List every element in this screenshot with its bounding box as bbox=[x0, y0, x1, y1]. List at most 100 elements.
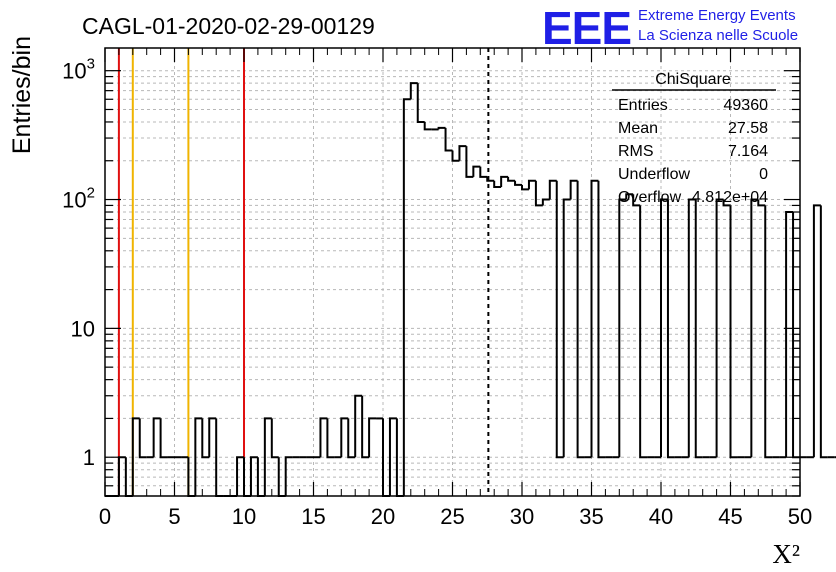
histogram-bin bbox=[388, 417, 397, 496]
histogram-bin bbox=[521, 184, 529, 191]
run-title: CAGL-01-2020-02-29-00129 bbox=[82, 13, 375, 39]
x-tick-label: 10 bbox=[232, 504, 256, 529]
x-tick-label: 20 bbox=[371, 504, 395, 529]
histogram-bin bbox=[750, 198, 759, 458]
histogram-bin bbox=[138, 418, 147, 459]
histogram-bin bbox=[819, 205, 828, 459]
histogram-bin bbox=[590, 179, 599, 458]
histogram-bin bbox=[249, 456, 258, 496]
histogram-bin bbox=[368, 417, 377, 458]
histogram-bin bbox=[715, 198, 724, 458]
x-tick-label: 15 bbox=[301, 504, 325, 529]
histogram-bin bbox=[486, 176, 495, 182]
stats-value: 27.58 bbox=[728, 120, 768, 137]
histogram-bin bbox=[416, 83, 425, 123]
histogram-bin bbox=[632, 194, 641, 207]
histogram-bin bbox=[451, 150, 460, 162]
histogram-bin bbox=[507, 176, 516, 182]
stats-label: Overflow bbox=[618, 189, 682, 206]
reference-lines bbox=[117, 48, 490, 496]
histogram-bin bbox=[131, 417, 140, 496]
histogram-bin bbox=[159, 418, 168, 459]
stats-value: 4.812e+04 bbox=[692, 189, 768, 206]
stats-box: ChiSquare Entries 49360 Mean 27.58 RMS 7.164 U… bbox=[612, 71, 776, 206]
histogram-bin bbox=[541, 198, 550, 206]
histogram-bin bbox=[423, 121, 432, 131]
histogram-bin bbox=[465, 146, 474, 178]
histogram-bin bbox=[326, 418, 335, 459]
histogram-bin bbox=[263, 417, 272, 496]
histogram-bin bbox=[409, 82, 418, 100]
project-name: Extreme Energy Events bbox=[638, 7, 796, 24]
histogram-bin bbox=[236, 456, 244, 496]
y-tick-label: 102 bbox=[62, 185, 95, 213]
histogram-bin bbox=[527, 179, 536, 190]
x-tick-label: 30 bbox=[510, 504, 534, 529]
histogram-bin bbox=[729, 205, 738, 459]
histogram-bin bbox=[444, 127, 453, 152]
histogram-bin bbox=[562, 198, 571, 458]
histogram-bin bbox=[402, 98, 411, 496]
stats-rows: Entries 49360 Mean 27.58 RMS 7.164 Underflow 0 O… bbox=[618, 97, 768, 206]
eee-logo: EEE bbox=[542, 2, 631, 54]
x-tick-label: 50 bbox=[788, 504, 812, 529]
histogram-bin bbox=[458, 145, 467, 161]
x-tick-label: 40 bbox=[649, 504, 673, 529]
stats-value: 7.164 bbox=[728, 143, 768, 160]
stats-value: 0 bbox=[759, 166, 768, 183]
histogram-bin bbox=[208, 417, 217, 458]
histogram-bin bbox=[625, 193, 634, 200]
stats-value: 49360 bbox=[724, 97, 769, 114]
histogram-bin bbox=[576, 180, 585, 459]
histogram-bin bbox=[347, 418, 356, 459]
project-subtitle: La Scienza nelle Scuole bbox=[638, 27, 798, 44]
histogram-bin bbox=[194, 417, 203, 496]
histogram-bin bbox=[660, 198, 668, 458]
histogram-bin bbox=[785, 211, 794, 458]
y-axis-label: Entries/bin bbox=[8, 36, 36, 154]
stats-label: RMS bbox=[618, 143, 654, 160]
histogram-bin bbox=[514, 180, 522, 186]
x-axis-label: X² bbox=[772, 539, 800, 569]
y-tick-label: 10 bbox=[71, 316, 95, 341]
histogram-bin bbox=[479, 166, 488, 178]
histogram-bin bbox=[722, 199, 731, 207]
histogram-bin bbox=[694, 199, 703, 459]
x-tick-label: 45 bbox=[718, 504, 742, 529]
histogram-bin bbox=[201, 418, 210, 459]
x-tick-label: 5 bbox=[168, 504, 180, 529]
histogram-bin bbox=[340, 417, 349, 458]
histogram-bin bbox=[597, 180, 606, 459]
histogram-bin bbox=[812, 204, 821, 458]
histogram-bin bbox=[757, 199, 766, 207]
histogram-bin bbox=[555, 180, 564, 459]
histogram-bin bbox=[437, 126, 446, 130]
axis-ticks: 0 5 10 15 20 25 30 35 40 45 50 1 10 102 103 bbox=[62, 48, 812, 529]
histogram-bin bbox=[361, 395, 370, 459]
histogram-bin bbox=[534, 180, 543, 207]
histogram-bin bbox=[569, 179, 578, 200]
histogram bbox=[105, 82, 836, 497]
x-tick-label: 0 bbox=[99, 504, 111, 529]
histogram-bin bbox=[472, 165, 481, 177]
y-tick-label: 1 bbox=[83, 445, 95, 470]
stats-label: Entries bbox=[618, 97, 668, 114]
histogram-bin bbox=[618, 198, 627, 458]
histogram-bin bbox=[687, 198, 696, 458]
stats-label: Underflow bbox=[618, 166, 690, 183]
histogram-bin bbox=[548, 179, 557, 200]
histogram-bin bbox=[319, 417, 328, 458]
x-tick-label: 35 bbox=[579, 504, 603, 529]
histogram-bin bbox=[493, 180, 502, 189]
stats-title: ChiSquare bbox=[655, 71, 731, 88]
histogram-bin bbox=[270, 418, 279, 459]
histogram-bin bbox=[639, 205, 648, 459]
x-tick-label: 25 bbox=[440, 504, 464, 529]
histogram-bin bbox=[354, 394, 363, 458]
histogram-bin bbox=[764, 205, 773, 459]
histogram-bin bbox=[152, 417, 161, 458]
histogram-bin bbox=[500, 175, 509, 188]
y-tick-label: 103 bbox=[62, 56, 95, 84]
histogram-bin bbox=[666, 199, 675, 459]
